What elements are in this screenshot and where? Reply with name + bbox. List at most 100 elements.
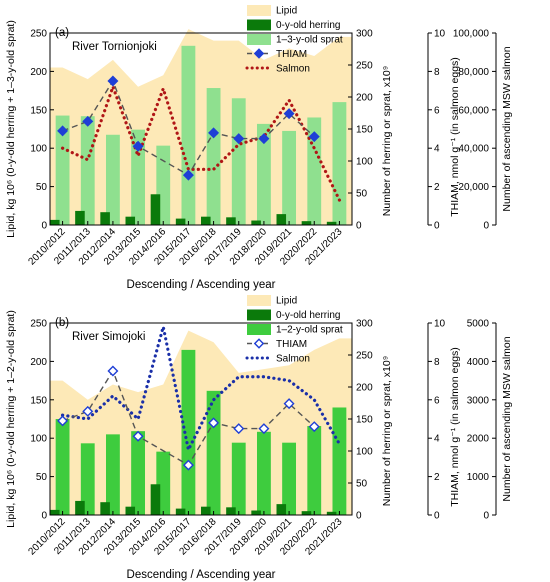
salmon-axis-tick-label: 20,000 [458, 182, 489, 193]
herring-bar [75, 500, 85, 515]
thiam-point [107, 75, 119, 87]
left-axis-tick-label: 0 [41, 221, 47, 232]
thiam-point [283, 108, 295, 120]
thiam-axis-title: THIAM, nmol g⁻¹ (in salmon eggs) [449, 347, 461, 507]
sprat-bar [131, 431, 146, 515]
legend: Lipid 0-y-old herring 1–3-y-old sprat THIAM… [245, 5, 343, 75]
sprat-bar [282, 442, 297, 515]
thiam-point [208, 417, 220, 429]
herring-bar [301, 221, 312, 225]
herring-sprat-axis-tick-label: 100 [356, 447, 373, 458]
herring-bar [175, 508, 186, 515]
salmon-axis-tick-label: 3000 [467, 395, 490, 406]
herring-bar [125, 506, 136, 515]
thiam-point [308, 421, 320, 433]
thiam-line [62, 369, 315, 467]
legend-label: 1–3-y-old sprat [276, 35, 343, 46]
thiam-point [233, 133, 245, 145]
salmon-axis-title: Number of ascending MSW salmon [501, 46, 513, 211]
herring-sprat-axis-tick-label: 200 [356, 383, 373, 394]
herring-sprat-axis-tick-label: 300 [356, 319, 373, 330]
thiam-axis-tick-label: 2 [434, 472, 440, 483]
sprat-bar [231, 442, 246, 515]
herring-bar [201, 216, 211, 225]
thiam-axis-tick-label: 2 [434, 182, 440, 193]
legend-swatch-lipid [247, 295, 271, 306]
herring-bar [201, 506, 211, 515]
legend-label: 0-y-old herring [276, 20, 340, 31]
herring-sprat-axis-tick-label: 250 [356, 351, 373, 362]
sprat-bar [307, 426, 322, 515]
sprat-bar [256, 431, 271, 515]
thiam-point [258, 133, 270, 145]
panel-label: (b) [55, 317, 69, 329]
left-axis-tick-label: 250 [30, 29, 47, 40]
sprat-bar [332, 102, 347, 225]
sprat-bar [55, 419, 70, 515]
sprat-bar [181, 349, 196, 515]
thiam-point [57, 125, 69, 137]
thiam-point [182, 459, 194, 471]
thiam-point [82, 115, 94, 127]
legend-swatch-1-2-y-old-sprat [247, 324, 271, 335]
thiam-point [182, 169, 194, 181]
salmon-axis-title: Number of ascending MSW salmon [501, 336, 513, 501]
thiam-axis-title: THIAM, nmol g⁻¹ (in salmon eggs) [449, 57, 461, 217]
legend-swatch-lipid [247, 5, 271, 16]
thiam-axis-tick-label: 0 [434, 221, 440, 232]
left-axis-tick-label: 150 [30, 105, 47, 116]
herring-sprat-axis-tick-label: 0 [356, 221, 362, 232]
left-axis-tick-label: 50 [36, 182, 48, 193]
sprat-bar [231, 98, 246, 225]
herring-bar [75, 210, 85, 225]
legend-label: 1–2-y-old sprat [276, 325, 343, 336]
legend-swatch-0-y-old-herring [247, 309, 271, 321]
herring-bar [251, 220, 261, 225]
panel-title: River Tornionjoki [72, 41, 157, 53]
herring-bar [100, 212, 110, 225]
salmon-axis-tick-label: 4000 [467, 357, 490, 368]
herring-bar [150, 484, 161, 515]
herring-bar [326, 511, 337, 515]
legend-label: 0-y-old herring [276, 310, 340, 321]
thiam-point [57, 415, 69, 427]
herring-bar [276, 504, 287, 515]
salmon-axis-tick-label: 0 [483, 511, 489, 522]
herring-bar [50, 509, 60, 515]
left-axis-tick-label: 50 [36, 472, 48, 483]
herring-sprat-axis-tick-label: 200 [356, 93, 373, 104]
salmon-axis-tick-label: 80,000 [458, 67, 489, 78]
sprat-bar [332, 407, 347, 515]
thiam-point [132, 140, 144, 152]
x-axis-title: Descending / Ascending year [127, 569, 276, 581]
herring-sprat-axis-tick-label: 300 [356, 29, 373, 40]
legend-label: Lipid [276, 6, 297, 17]
legend: Lipid 0-y-old herring 1–2-y-old sprat THIAM… [245, 295, 343, 365]
salmon-axis-tick-label: 1000 [467, 472, 490, 483]
salmon-axis-tick-label: 2000 [467, 434, 490, 445]
sprat-bar [256, 123, 271, 225]
thiam-point [208, 127, 220, 139]
left-axis-title: Lipid, kg 10⁶ (0-y-old herring + 1–3-y-o… [5, 20, 17, 238]
herring-sprat-axis-tick-label: 250 [356, 61, 373, 72]
herring-bar [276, 214, 287, 225]
thiam-axis-tick-label: 8 [434, 67, 440, 78]
herring-bar [100, 502, 110, 515]
left-axis-tick-label: 100 [30, 434, 47, 445]
thiam-axis-tick-label: 0 [434, 511, 440, 522]
legend-label: Salmon [276, 64, 310, 75]
thiam-point [82, 405, 94, 417]
herring-bar [326, 221, 337, 225]
panel-title: River Simojoki [72, 331, 146, 343]
legend-swatch-1-3-y-old-sprat [247, 34, 271, 45]
herring-sprat-axis-tick-label: 0 [356, 511, 362, 522]
thiam-axis-tick-label: 6 [434, 105, 440, 116]
herring-bar [150, 194, 161, 225]
herring-bar [251, 510, 261, 515]
herring-bar [175, 218, 186, 225]
sprat-bar [80, 443, 95, 515]
sprat-bar [105, 434, 120, 515]
